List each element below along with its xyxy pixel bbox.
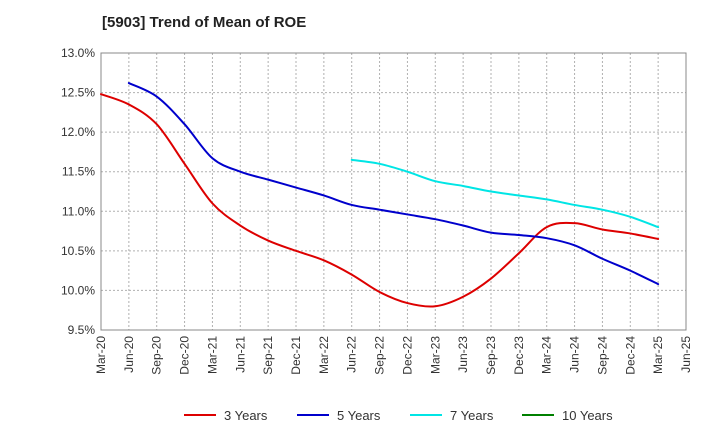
grid-layer	[100, 52, 687, 331]
chart-title: [5903] Trend of Mean of ROE	[102, 14, 307, 31]
x-tick-label: Mar-25	[651, 336, 665, 374]
x-tick-label: Mar-24	[540, 336, 554, 374]
x-tick-label: Sep-20	[150, 336, 164, 375]
legend-label-10-years: 10 Years	[562, 408, 613, 423]
x-tick-label: Jun-20	[122, 336, 136, 373]
x-tick-label: Mar-20	[94, 336, 108, 374]
x-tick-label: Dec-23	[512, 336, 526, 375]
y-tick-label: 12.5%	[61, 86, 95, 100]
series-line-7-years	[350, 158, 660, 229]
plot-frame	[100, 52, 687, 331]
y-tick-label: 12.0%	[61, 125, 95, 139]
series-line-5-years	[127, 82, 660, 286]
x-tick-label: Mar-23	[428, 336, 442, 374]
y-tick-label: 9.5%	[68, 323, 96, 337]
x-tick-label: Sep-22	[373, 336, 387, 375]
x-tick-label: Dec-21	[289, 336, 303, 375]
y-tick-label: 10.0%	[61, 283, 95, 297]
x-tick-label: Sep-21	[261, 336, 275, 375]
x-tick-label: Mar-21	[205, 336, 219, 374]
y-tick-label: 10.5%	[61, 244, 95, 258]
axis-layer: 9.5% 10.0% 10.5% 11.0% 11.5% 12.0% 12.5% 13.0% M…	[61, 46, 693, 375]
x-tick-label: Sep-24	[595, 336, 609, 375]
x-tick-label: Jun-22	[345, 336, 359, 373]
x-tick-label: Dec-22	[400, 336, 414, 375]
legend-label-3-years: 3 Years	[224, 408, 268, 423]
x-tick-label: Sep-23	[484, 336, 498, 375]
x-tick-label: Jun-25	[679, 336, 693, 373]
x-tick-label: Mar-22	[317, 336, 331, 374]
x-tick-label: Dec-20	[178, 336, 192, 375]
legend-label-7-years: 7 Years	[450, 408, 494, 423]
legend: 3 Years 5 Years 7 Years 10 Years	[184, 408, 613, 423]
x-tick-label: Jun-24	[568, 336, 582, 373]
x-tick-label: Jun-23	[456, 336, 470, 373]
legend-label-5-years: 5 Years	[337, 408, 381, 423]
x-tick-label: Jun-21	[233, 336, 247, 373]
series-line-3-years	[100, 93, 660, 308]
y-tick-label: 11.0%	[62, 204, 95, 218]
x-tick-label: Dec-24	[623, 336, 637, 375]
y-tick-label: 11.5%	[62, 165, 95, 179]
series-layer	[100, 82, 660, 308]
y-tick-label: 13.0%	[61, 46, 95, 60]
